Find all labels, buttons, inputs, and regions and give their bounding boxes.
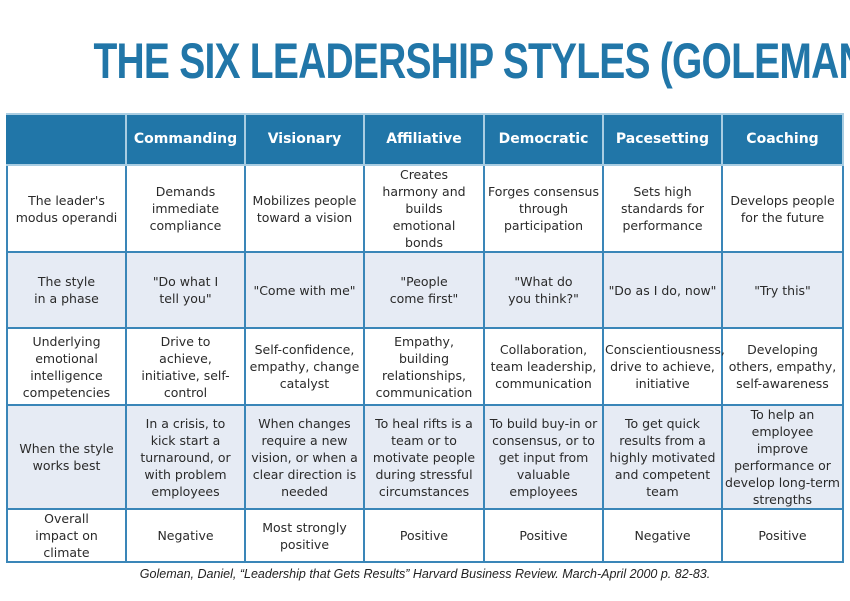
table-row: The leader's modus operandi Demands imme… (6, 164, 844, 253)
table-row: Underlying emotional intelligence compet… (6, 327, 844, 406)
table-cell: Creates harmony and builds emotional bon… (363, 164, 485, 253)
table-row: When the style works best In a crisis, t… (6, 404, 844, 510)
table-cell: Forges consensus through participation (483, 164, 604, 253)
table-row: The style in a phase "Do what I tell you… (6, 251, 844, 329)
header-visionary: Visionary (244, 113, 365, 166)
table-cell: To help an employee improve performance … (721, 404, 844, 510)
table-cell: Self-confidence, empathy, change catalys… (244, 327, 365, 406)
table-cell: When changes require a new vision, or wh… (244, 404, 365, 510)
row-label: The style in a phase (6, 251, 127, 329)
header-corner (6, 113, 127, 166)
header-row: Commanding Visionary Affiliative Democra… (6, 113, 844, 166)
table-cell: "Come with me" (244, 251, 365, 329)
table-cell: To build buy-in or consensus, or to get … (483, 404, 604, 510)
table-cell: Demands immediate compliance (125, 164, 246, 253)
table-cell: "Do as I do, now" (602, 251, 723, 329)
citation: Goleman, Daniel, “Leadership that Gets R… (139, 567, 711, 581)
table-cell: Positive (363, 508, 485, 563)
table-cell: Conscientiousness, drive to achieve, ini… (602, 327, 725, 406)
header-democratic: Democratic (483, 113, 604, 166)
row-label: Underlying emotional intelligence compet… (6, 327, 127, 406)
table-cell: Negative (125, 508, 246, 563)
table-cell: Collaboration, team leadership, communic… (483, 327, 604, 406)
table-cell: Positive (483, 508, 604, 563)
table-cell: Drive to achieve, initiative, self-contr… (125, 327, 246, 406)
table-row: Overall impact on climate Negative Most … (6, 508, 844, 563)
table-cell: Sets high standards for performance (602, 164, 723, 253)
table-cell: "People come first" (363, 251, 485, 329)
row-label: Overall impact on climate (6, 508, 127, 563)
table-cell: "Do what I tell you" (125, 251, 246, 329)
table-cell: "Try this" (721, 251, 844, 329)
header-commanding: Commanding (125, 113, 246, 166)
table-cell: "What do you think?" (483, 251, 604, 329)
table-cell: To heal rifts is a team or to motivate p… (363, 404, 485, 510)
table-cell: Empathy, building relationships, communi… (363, 327, 485, 406)
table-cell: Mobilizes people toward a vision (244, 164, 365, 253)
header-affiliative: Affiliative (363, 113, 485, 166)
table-cell: Most strongly positive (244, 508, 365, 563)
table-cell: Negative (602, 508, 723, 563)
header-coaching: Coaching (721, 113, 844, 166)
page-title: THE SIX LEADERSHIP STYLES (GOLEMAN) (93, 33, 850, 89)
table-cell: To get quick results from a highly motiv… (602, 404, 723, 510)
header-pacesetting: Pacesetting (602, 113, 723, 166)
row-label: When the style works best (6, 404, 127, 510)
leadership-styles-table: Commanding Visionary Affiliative Democra… (6, 113, 844, 563)
table-cell: In a crisis, to kick start a turnaround,… (125, 404, 246, 510)
table-cell: Developing others, empathy, self-awarene… (721, 327, 844, 406)
row-label: The leader's modus operandi (6, 164, 127, 253)
table-cell: Develops people for the future (721, 164, 844, 253)
table-cell: Positive (721, 508, 844, 563)
